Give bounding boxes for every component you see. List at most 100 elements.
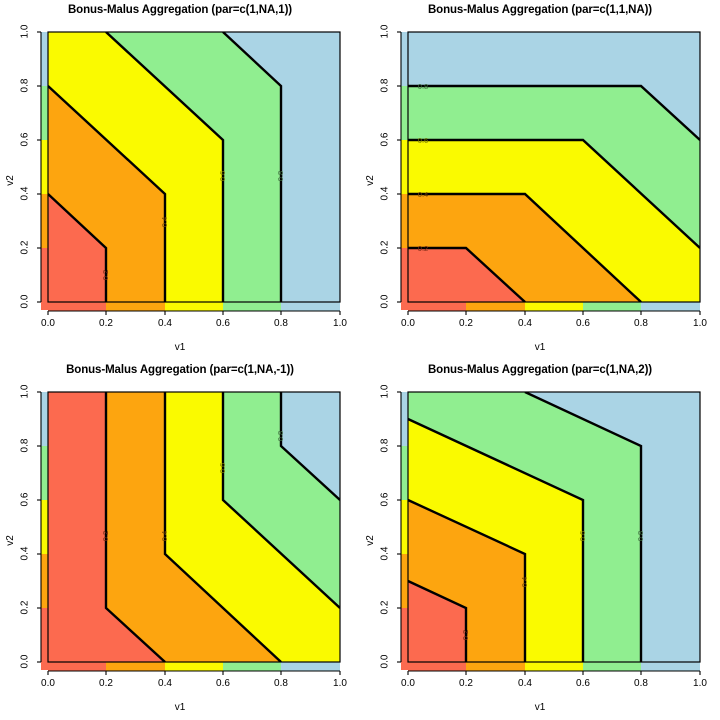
plot-box: [407, 31, 701, 303]
axes: [37, 31, 341, 315]
xtick-label: 0.8: [634, 318, 648, 329]
xtick-label: 0.8: [634, 678, 648, 689]
contour-line-0.8: [279, 392, 340, 501]
contour-label-0.6: 0.6: [578, 531, 587, 541]
x-axis-label: v1: [174, 702, 186, 713]
contour-fill-regions: [48, 392, 340, 662]
contour-line-0.2: [48, 193, 108, 302]
contour-line-0.2: [408, 579, 468, 662]
contour-lines: [408, 392, 643, 662]
plot-box: [407, 391, 701, 663]
contour-fill-regions: [408, 392, 700, 662]
ytick-label: 0.6: [379, 132, 391, 147]
contour-line-0.4: [408, 498, 527, 662]
contour-label-0.6: 0.6: [418, 136, 428, 145]
contour-line-0.4: [163, 392, 282, 662]
contour-label-0.2: 0.2: [461, 630, 470, 640]
xtick-label: 0.0: [401, 318, 415, 329]
ytick-label: 1.0: [379, 24, 391, 39]
contour-lines: [104, 392, 340, 662]
ytick-label: 0.4: [379, 546, 391, 561]
contour-label-0.6: 0.6: [218, 463, 227, 473]
ytick-label: 0.6: [19, 132, 31, 147]
plot-box: [47, 31, 341, 303]
contour-line-0.2: [408, 246, 526, 302]
contour-lines: [48, 32, 283, 302]
x-axis-label: v1: [534, 342, 546, 353]
contour-label-0.8: 0.8: [418, 82, 428, 91]
contour-label-0.4: 0.4: [160, 531, 169, 541]
contour-line-0.4: [48, 85, 167, 302]
panel-bottom-left: Bonus-Malus Aggregation (par=c(1,NA,-1)): [0, 360, 360, 720]
xtick-label: 1.0: [333, 678, 347, 689]
ytick-label: 0.6: [19, 492, 31, 507]
ytick-label: 0.2: [19, 240, 31, 255]
axes: [397, 31, 701, 315]
ytick-label: 0.4: [379, 186, 391, 201]
margin-color-strip: [41, 392, 340, 671]
panel-title: Bonus-Malus Aggregation (par=c(1,NA,1)): [67, 4, 293, 16]
ytick-label: 0.4: [19, 186, 31, 201]
ytick-label: 0.0: [379, 654, 391, 669]
axes: [397, 391, 701, 675]
xtick-label: 0.0: [401, 678, 415, 689]
contour-line-0.6: [105, 32, 225, 302]
contour-line-0.8: [524, 392, 643, 662]
ytick-label: 1.0: [19, 384, 31, 399]
contour-fill-regions: [48, 32, 340, 302]
panel-top-right: Bonus-Malus Aggregation (par=c(1,1,NA)): [360, 0, 720, 360]
region-0.0-0.2: [48, 392, 165, 662]
contour-line-0.6: [408, 417, 585, 662]
contour-plot-bottom-left: 0.2 0.4 0.6 0.8: [37, 391, 341, 675]
ytick-label: 0.2: [379, 600, 391, 615]
contour-label-0.4: 0.4: [418, 190, 428, 199]
margin-color-strip: [41, 32, 340, 311]
contour-plot-top-right: 0.2 0.4 0.6 0.8: [397, 31, 701, 315]
ytick-label: 0.6: [379, 492, 391, 507]
xtick-label: 0.4: [518, 318, 532, 329]
contour-label-0.8: 0.8: [276, 171, 285, 181]
x-axis-label: v1: [534, 702, 546, 713]
contour-label-group: 0.2 0.4 0.6 0.8: [101, 431, 285, 541]
xtick-label: 0.6: [216, 318, 230, 329]
margin-color-strip: [401, 392, 700, 671]
contour-lines: [408, 84, 700, 302]
ytick-label: 0.2: [379, 240, 391, 255]
ytick-label: 0.0: [19, 294, 31, 309]
ytick-label: 1.0: [379, 384, 391, 399]
contour-line-0.8: [222, 32, 283, 302]
ytick-label: 0.4: [19, 546, 31, 561]
region-0.0-0.2: [408, 248, 525, 302]
panel-title: Bonus-Malus Aggregation (par=c(1,1,NA)): [427, 4, 653, 16]
contour-label-0.6: 0.6: [218, 171, 227, 181]
contour-line-0.8: [408, 84, 700, 141]
ytick-label: 0.8: [19, 438, 31, 453]
xtick-label: 0.0: [41, 318, 55, 329]
contour-label-group: 0.2 0.4 0.6 0.8: [418, 82, 428, 253]
contour-line-0.6: [221, 392, 340, 609]
xtick-label: 0.4: [158, 678, 172, 689]
xtick-label: 1.0: [693, 318, 707, 329]
ytick-label: 0.8: [379, 438, 391, 453]
y-axis-label: v2: [364, 174, 376, 186]
xtick-label: 0.2: [99, 318, 113, 329]
y-axis-label: v2: [364, 534, 376, 546]
contour-label-0.2: 0.2: [101, 270, 110, 280]
xtick-label: 0.2: [459, 678, 473, 689]
contour-label-0.4: 0.4: [160, 217, 169, 227]
y-axis-label: v2: [4, 174, 16, 186]
xtick-label: 0.6: [216, 678, 230, 689]
region-0.0-0.2: [48, 194, 106, 302]
xtick-label: 0.6: [576, 318, 590, 329]
contour-line-0.2: [104, 392, 166, 662]
contour-label-0.2: 0.2: [418, 244, 428, 253]
xtick-label: 1.0: [693, 678, 707, 689]
contour-line-0.4: [408, 192, 642, 302]
panel-title: Bonus-Malus Aggregation (par=c(1,NA,2)): [427, 364, 653, 376]
contour-label-0.2: 0.2: [101, 531, 110, 541]
y-axis-label: v2: [4, 534, 16, 546]
xtick-label: 1.0: [333, 318, 347, 329]
contour-line-0.6: [408, 138, 700, 249]
contour-label-0.8: 0.8: [276, 431, 285, 441]
